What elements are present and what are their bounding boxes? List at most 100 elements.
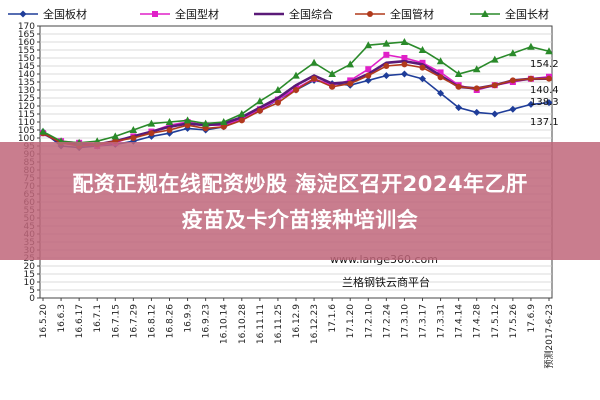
data-point-全国管材 xyxy=(238,117,245,124)
y-tick-label: 160 xyxy=(18,38,35,48)
y-tick-label: 130 xyxy=(18,86,35,96)
x-tick-label: 16.7.29 xyxy=(129,304,139,339)
data-point-全国板材 xyxy=(400,70,408,78)
x-tick-label: 16.6.3 xyxy=(57,304,67,333)
data-point-全国管材 xyxy=(184,122,191,129)
data-point-全国管材 xyxy=(455,83,462,90)
data-point-全国长材 xyxy=(147,119,156,127)
data-point-全国管材 xyxy=(437,74,444,81)
headline-line-1: 配资正规在线配资炒股 海淀区召开2024年乙肝 xyxy=(72,172,528,196)
end-value-label: 154.2 xyxy=(530,59,559,70)
data-point-全国板材 xyxy=(509,105,517,113)
data-point-全国板材 xyxy=(437,89,445,97)
y-tick-label: 120 xyxy=(18,102,35,112)
x-tick-label: 17.6.9 xyxy=(527,304,537,333)
x-tick-label: 17.3.10 xyxy=(400,304,410,339)
data-point-全国管材 xyxy=(256,107,263,114)
data-point-全国管材 xyxy=(419,64,426,71)
data-point-全国长材 xyxy=(292,71,300,79)
data-point-全国板材 xyxy=(419,75,426,83)
x-tick-label: 16.7.1 xyxy=(93,304,103,333)
data-point-全国管材 xyxy=(401,61,408,68)
data-point-全国长材 xyxy=(382,39,391,47)
x-tick-label: 17.3.31 xyxy=(437,304,447,338)
data-point-全国长材 xyxy=(274,86,282,93)
y-tick-label: 15 xyxy=(24,270,35,280)
x-tick-label: 16.8.26 xyxy=(166,304,176,339)
data-point-全国板材 xyxy=(455,104,463,112)
data-point-全国长材 xyxy=(364,41,373,49)
data-point-全国长材 xyxy=(165,118,174,125)
legend-label: 全国长材 xyxy=(505,7,549,21)
x-tick-label: 17.2.10 xyxy=(364,304,374,339)
data-point-全国管材 xyxy=(383,63,390,69)
data-point-全国长材 xyxy=(545,47,553,55)
data-point-全国型材 xyxy=(365,66,372,73)
data-point-全国管材 xyxy=(491,82,498,89)
end-value-label: 140.4 xyxy=(530,85,559,96)
x-tick-label: 17.5.26 xyxy=(509,304,519,339)
y-tick-label: 110 xyxy=(18,118,35,128)
watermark-brand: 兰格钢铁云商平台 xyxy=(342,275,430,289)
x-tick-label: 预测2017-6-23 xyxy=(544,304,555,369)
y-tick-label: 20 xyxy=(24,262,36,272)
data-point-全国长材 xyxy=(436,57,445,65)
legend-label: 全国管材 xyxy=(390,7,434,21)
data-point-全国型材 xyxy=(401,55,408,61)
data-point-全国管材 xyxy=(148,130,155,137)
data-point-全国长材 xyxy=(183,116,192,124)
data-point-全国管材 xyxy=(473,85,480,92)
x-tick-label: 16.10.28 xyxy=(238,304,248,344)
y-tick-label: 105 xyxy=(18,126,35,136)
legend-label: 全国型材 xyxy=(175,7,219,21)
data-point-全国管材 xyxy=(527,75,534,82)
x-tick-label: 16.11.11 xyxy=(256,304,266,344)
data-point-全国长材 xyxy=(201,119,210,127)
data-point-legend-全国长材 xyxy=(481,10,489,17)
y-tick-label: 150 xyxy=(18,54,35,64)
data-point-全国长材 xyxy=(454,70,463,77)
data-point-全国管材 xyxy=(166,127,173,133)
x-tick-label: 16.5.20 xyxy=(39,304,49,339)
headline-banner[interactable]: 配资正规在线配资炒股 海淀区召开2024年乙肝 疫苗及卡介苗接种培训会 xyxy=(0,142,600,260)
y-tick-label: 155 xyxy=(18,46,35,56)
data-point-全国长材 xyxy=(256,97,264,105)
legend-label: 全国板材 xyxy=(43,7,87,21)
x-tick-label: 17.1.20 xyxy=(346,304,356,339)
data-point-全国板材 xyxy=(545,99,553,107)
y-tick-label: 170 xyxy=(18,22,35,32)
data-point-全国管材 xyxy=(293,87,299,93)
x-tick-label: 17.1.6 xyxy=(328,304,338,333)
legend-label: 全国综合 xyxy=(289,7,333,21)
y-tick-label: 145 xyxy=(18,62,35,72)
x-tick-label: 17.5.12 xyxy=(491,304,501,338)
data-point-全国型材 xyxy=(166,122,173,129)
x-tick-label: 17.4.14 xyxy=(455,304,465,339)
end-value-label: 138.3 xyxy=(530,97,559,108)
data-point-全国型材 xyxy=(347,77,354,84)
data-point-全国长材 xyxy=(490,55,499,63)
data-point-全国长材 xyxy=(509,49,517,57)
x-tick-label: 17.4.28 xyxy=(473,304,483,339)
data-point-全国长材 xyxy=(418,46,427,53)
x-tick-label: 16.6.17 xyxy=(75,304,85,338)
data-point-全国型材 xyxy=(437,69,444,76)
x-tick-label: 17.3.17 xyxy=(419,304,429,338)
data-point-全国管材 xyxy=(274,99,281,106)
data-point-全国长材 xyxy=(346,60,355,68)
x-tick-label: 16.7.15 xyxy=(111,304,121,338)
data-point-全国长材 xyxy=(472,65,481,73)
data-point-全国管材 xyxy=(509,77,516,84)
y-tick-label: 100 xyxy=(18,134,35,144)
data-point-全国长材 xyxy=(219,118,228,125)
data-point-全国长材 xyxy=(39,127,47,135)
data-point-全国长材 xyxy=(129,126,138,133)
x-tick-label: 17.2.24 xyxy=(382,304,392,339)
data-point-全国板材 xyxy=(382,72,390,80)
x-tick-label: 16.9.9 xyxy=(184,304,194,333)
data-point-全国管材 xyxy=(220,123,227,130)
data-point-全国管材 xyxy=(329,83,336,90)
y-tick-label: 115 xyxy=(18,110,35,120)
data-point-全国管材 xyxy=(130,135,137,141)
